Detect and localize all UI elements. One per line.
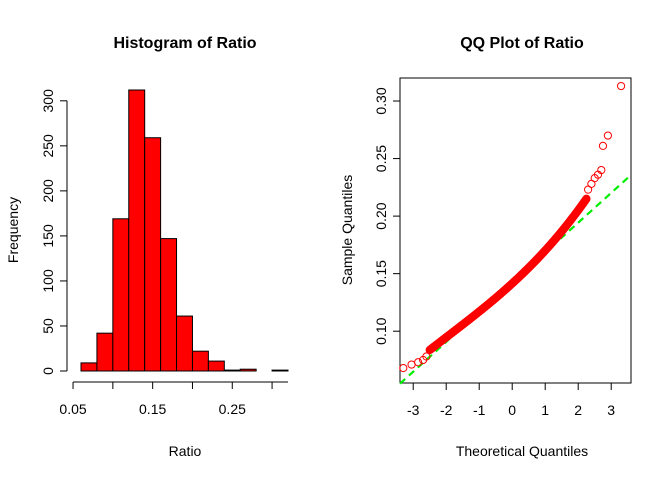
- qq-y-tick-label: 0.10: [373, 317, 389, 344]
- histogram-y-tick-label: 250: [40, 134, 56, 158]
- qq-point: [598, 141, 608, 151]
- qq-y-tick-label: 0.15: [373, 260, 389, 287]
- qq-plot-title: QQ Plot of Ratio: [460, 35, 584, 52]
- histogram-bar: [176, 315, 193, 372]
- histogram-bar: [96, 332, 114, 372]
- histogram-y-axis-label: Frequency: [5, 197, 21, 263]
- qq-points: [399, 81, 626, 373]
- qq-x-tick-label: 0: [508, 402, 516, 418]
- qq-x-tick-label: 3: [607, 402, 615, 418]
- histogram-x-axis: 0.05 0.15 0.25: [59, 381, 288, 417]
- histogram-y-tick-label: 100: [40, 269, 56, 293]
- qq-x-tick-label: 1: [541, 402, 549, 418]
- histogram-bar: [239, 368, 257, 372]
- histogram-x-tick-label: 0.05: [59, 401, 86, 417]
- histogram-bar: [271, 369, 289, 372]
- histogram-x-tick-label: 0.25: [219, 401, 246, 417]
- histogram-bar: [207, 360, 225, 372]
- histogram-y-tick-label: 50: [40, 318, 56, 334]
- qq-y-tick-label: 0.30: [373, 87, 389, 114]
- qq-x-tick-label: -1: [473, 402, 486, 418]
- qq-reference-line-segment: [399, 174, 632, 385]
- histogram-bar: [144, 137, 162, 372]
- qq-plot-panel: QQ Plot of Ratio Theoretical Quantiles S…: [339, 35, 632, 459]
- histogram-panel: Histogram of Ratio Ratio Frequency 0.05 0…: [5, 35, 289, 459]
- histogram-y-tick-label: 200: [40, 179, 56, 203]
- qq-plot-frame: [399, 77, 632, 384]
- qq-point: [603, 131, 613, 140]
- histogram-bar: [128, 89, 146, 372]
- qq-x-tick-label: -3: [407, 402, 420, 418]
- qq-point: [582, 194, 591, 203]
- qq-y-tick-label: 0.25: [373, 145, 389, 172]
- qq-reference-line: [399, 174, 632, 385]
- qq-y-tick-label: 0.20: [373, 202, 389, 229]
- histogram-title: Histogram of Ratio: [113, 35, 256, 52]
- histogram-y-tick-label: 300: [40, 89, 56, 113]
- qq-x-tick-label: 2: [574, 402, 582, 418]
- histogram-y-tick-label: 150: [40, 224, 56, 248]
- histogram-bar: [191, 350, 209, 372]
- qq-plot-x-axis: -3 -2 -1 0 1 2 3: [407, 383, 615, 418]
- histogram-y-tick-label: 0: [40, 367, 56, 375]
- qq-plot-x-axis-label: Theoretical Quantiles: [456, 443, 588, 459]
- histogram-x-axis-label: Ratio: [169, 443, 202, 459]
- qq-point: [597, 165, 606, 175]
- histogram-x-tick-label: 0.15: [139, 401, 166, 417]
- qq-plot-y-axis: 0.10 0.15 0.20 0.25 0.30: [373, 87, 400, 345]
- histogram-y-axis: 0 50 100 150 200 250 300: [40, 89, 68, 375]
- qq-plot-y-axis-label: Sample Quantiles: [339, 175, 355, 286]
- histogram-bars: [80, 89, 289, 372]
- histogram-bar: [112, 218, 130, 372]
- qq-x-tick-label: -2: [440, 402, 453, 418]
- histogram-bar: [160, 238, 178, 372]
- histogram-bar: [223, 369, 241, 372]
- qq-point: [422, 352, 431, 361]
- qq-point: [414, 358, 423, 367]
- qq-point: [399, 363, 408, 373]
- qq-point: [617, 81, 626, 91]
- histogram-bar: [80, 362, 98, 372]
